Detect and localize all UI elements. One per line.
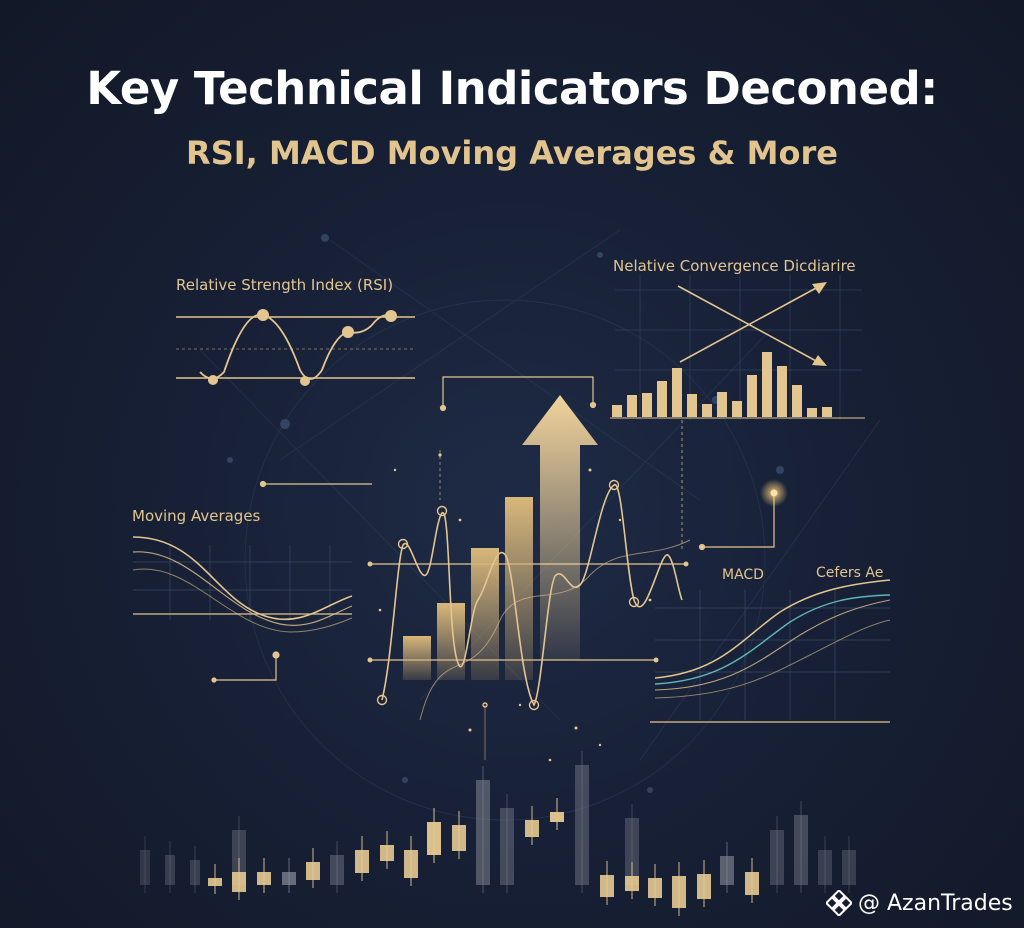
candle xyxy=(697,874,711,899)
candlestick-chart xyxy=(140,751,856,916)
candle xyxy=(452,825,466,851)
candle xyxy=(232,830,246,885)
candle xyxy=(232,872,246,892)
candle xyxy=(575,765,589,885)
candle xyxy=(550,812,564,822)
candle xyxy=(165,855,175,885)
moving-averages-label: Moving Averages xyxy=(132,507,261,525)
binance-diamond-icon xyxy=(826,890,852,916)
candle xyxy=(720,856,734,885)
rsi-chart xyxy=(176,309,415,386)
candle xyxy=(330,855,344,885)
page-title: Key Technical Indicators Deconed: xyxy=(86,62,938,115)
candle xyxy=(140,850,150,885)
macd-chart xyxy=(650,579,891,723)
candle xyxy=(770,830,784,885)
candle xyxy=(190,860,200,885)
macd-secondary-label: Cefers Ae xyxy=(816,565,884,581)
candle xyxy=(427,822,441,855)
candle xyxy=(625,818,639,885)
candle xyxy=(600,875,614,897)
candle xyxy=(818,850,832,885)
candle xyxy=(745,872,759,895)
candle xyxy=(306,862,320,880)
candle xyxy=(380,845,394,861)
candle xyxy=(355,850,369,873)
connector-lines xyxy=(211,376,775,683)
candle xyxy=(476,780,490,885)
central-chart xyxy=(367,395,691,760)
candle xyxy=(648,878,662,898)
macd-label: MACD xyxy=(722,567,764,583)
candle xyxy=(672,876,686,908)
candle xyxy=(794,815,808,885)
watermark-handle: @ AzanTrades xyxy=(858,890,1013,916)
background-network xyxy=(199,229,881,821)
convergence-label: Nelative Convergence Dicdiarire xyxy=(613,257,856,275)
candle xyxy=(842,850,856,885)
candle xyxy=(625,876,639,891)
big-arrow xyxy=(522,395,598,660)
moving-averages-chart xyxy=(132,536,353,633)
candle xyxy=(257,872,271,885)
candle xyxy=(404,850,418,878)
candle xyxy=(208,878,222,886)
page-subtitle: RSI, MACD Moving Averages & More xyxy=(186,134,838,172)
candle xyxy=(500,808,514,885)
rsi-label: Relative Strength Index (RSI) xyxy=(176,276,394,294)
candle xyxy=(282,872,296,885)
candle xyxy=(525,820,539,837)
watermark: @ AzanTrades xyxy=(826,886,1013,920)
gold-sparkles xyxy=(378,453,652,762)
convergence-chart xyxy=(610,275,865,420)
